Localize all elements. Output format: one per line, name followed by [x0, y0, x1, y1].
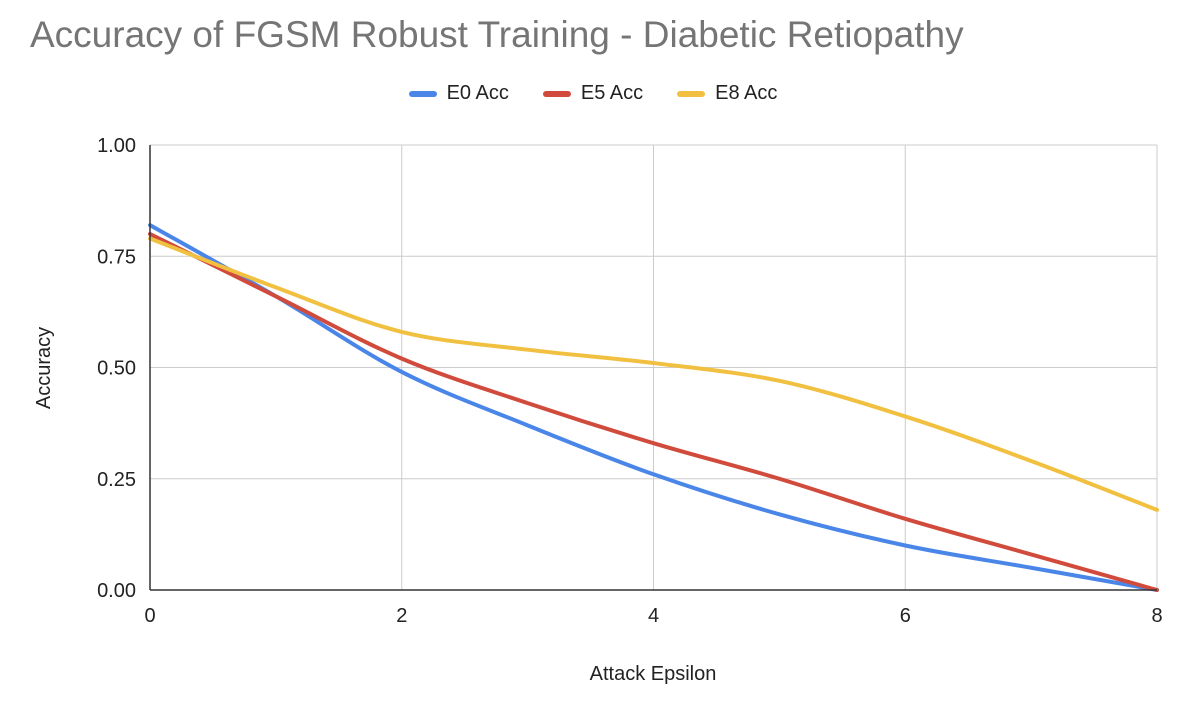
y-tick-label: 0.50 — [97, 358, 136, 380]
y-axis-title: Accuracy — [33, 327, 55, 409]
x-tick-label: 8 — [1151, 605, 1162, 627]
series-layer — [148, 223, 1159, 592]
x-tick-label: 6 — [900, 605, 911, 627]
series-line-e5 — [148, 232, 1159, 592]
x-tick-label: 0 — [144, 605, 155, 627]
legend-item-e5: E5 Acc — [542, 82, 644, 105]
chart-title: Accuracy of FGSM Robust Training - Diabe… — [30, 14, 964, 55]
y-tick-label: 1.00 — [97, 135, 136, 157]
x-tick-label: 2 — [396, 605, 407, 627]
legend: E0 Acc E5 Acc E8 Acc — [0, 82, 1186, 105]
legend-swatch-e5 — [542, 90, 571, 97]
legend-item-e0: E0 Acc — [408, 82, 509, 105]
x-tick-label: 4 — [648, 605, 659, 627]
y-tick-label: 0.00 — [97, 580, 136, 602]
legend-item-e8: E8 Acc — [677, 82, 777, 105]
legend-label-e5: E5 Acc — [580, 82, 644, 104]
y-tick-label: 0.75 — [97, 246, 136, 268]
axes — [149, 145, 1157, 591]
y-tick-label: 0.25 — [97, 469, 136, 491]
series-line-e0 — [148, 223, 1159, 592]
series-line-e8 — [148, 236, 1159, 512]
grid — [150, 144, 1158, 590]
legend-label-e8: E8 Acc — [715, 82, 778, 104]
legend-swatch-e0 — [408, 90, 437, 97]
legend-label-e0: E0 Acc — [446, 82, 509, 104]
legend-swatch-e8 — [677, 90, 706, 97]
tick-labels: 0 2 4 6 8 0.00 0.25 0.50 0.75 1.00 — [97, 135, 1163, 627]
x-axis-title: Attack Epsilon — [590, 663, 717, 685]
